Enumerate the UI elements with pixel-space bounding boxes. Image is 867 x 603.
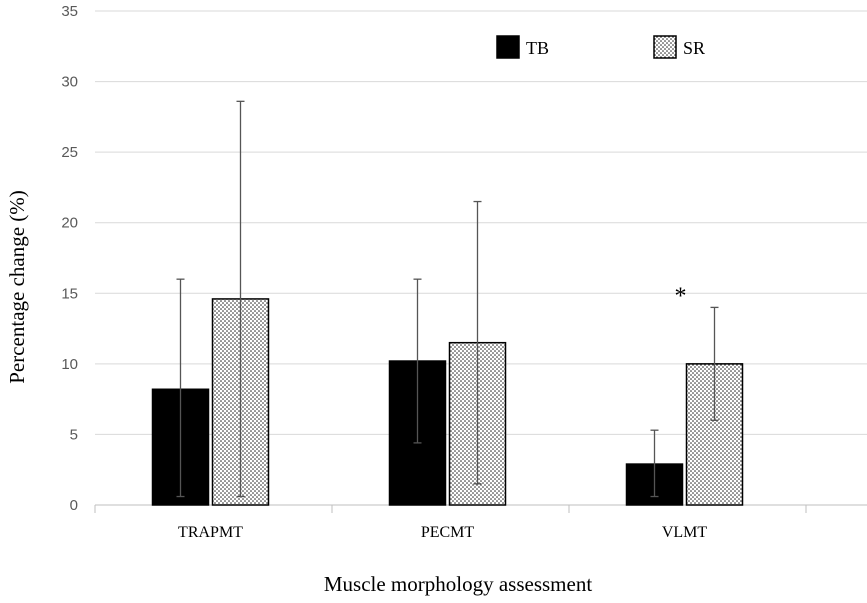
legend-label-sr: SR	[683, 38, 705, 58]
x-axis-title: Muscle morphology assessment	[324, 572, 592, 596]
error-bars	[176, 100, 719, 498]
y-tick-label: 35	[61, 3, 78, 20]
y-tick-label: 0	[70, 497, 78, 514]
y-axis-title: Percentage change (%)	[5, 190, 29, 384]
x-tick-label: PECMT	[421, 524, 475, 541]
y-tick-label: 25	[61, 144, 78, 161]
y-axis-ticks: 0 5 10 15 20 25 30 35	[61, 3, 78, 514]
legend-swatch-tb	[496, 35, 520, 59]
legend-swatch-sr	[653, 35, 677, 59]
legend: TB SR	[496, 35, 705, 59]
x-axis-labels: TRAPMT PECMT VLMT	[178, 524, 707, 541]
significance-asterisk: *	[675, 283, 687, 309]
annotations: *	[675, 283, 687, 309]
y-tick-label: 5	[70, 426, 78, 443]
y-tick-label: 20	[61, 215, 78, 232]
legend-label-tb: TB	[526, 38, 549, 58]
x-tick-label: TRAPMT	[178, 524, 243, 541]
y-tick-label: 30	[61, 74, 78, 91]
y-tick-label: 10	[61, 356, 78, 373]
y-tick-label: 15	[61, 285, 78, 302]
x-tick-label: VLMT	[662, 524, 708, 541]
